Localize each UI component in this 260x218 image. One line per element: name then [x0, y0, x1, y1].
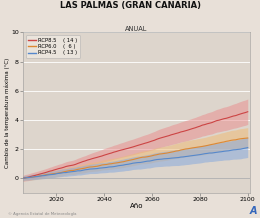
- Title: ANUAL: ANUAL: [125, 26, 148, 32]
- Text: © Agencia Estatal de Meteorología: © Agencia Estatal de Meteorología: [8, 212, 76, 216]
- Y-axis label: Cambio de la temperatura máxima (°C): Cambio de la temperatura máxima (°C): [4, 58, 10, 168]
- Text: LAS PALMAS (GRAN CANARIA): LAS PALMAS (GRAN CANARIA): [60, 1, 200, 10]
- Legend: RCP8.5    ( 14 ), RCP6.0    (  6 ), RCP4.5    ( 13 ): RCP8.5 ( 14 ), RCP6.0 ( 6 ), RCP4.5 ( 13…: [26, 35, 80, 58]
- X-axis label: Año: Año: [130, 203, 143, 209]
- Text: A: A: [250, 206, 257, 216]
